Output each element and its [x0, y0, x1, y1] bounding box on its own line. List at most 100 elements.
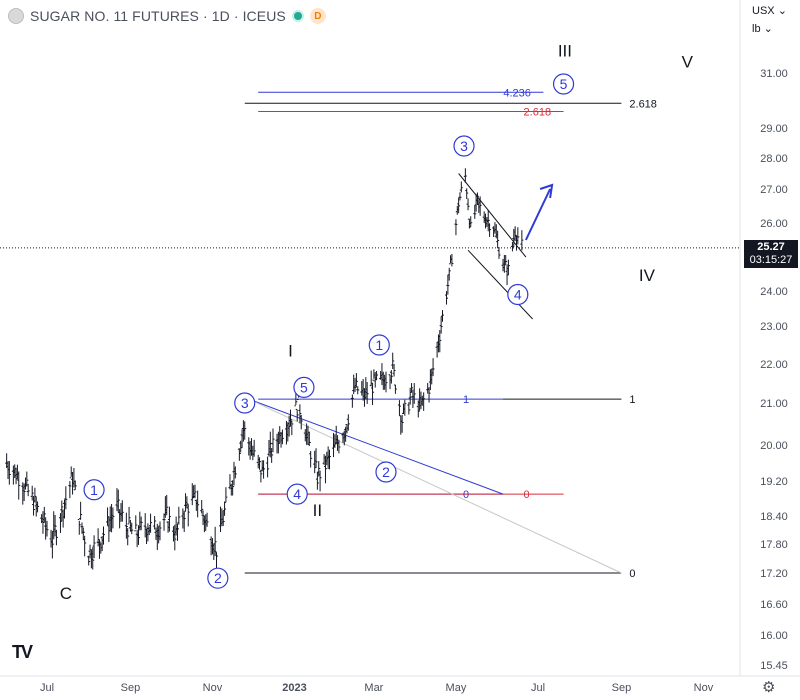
wave-label-circle[interactable] — [368, 334, 390, 356]
delayed-badge[interactable]: D — [309, 8, 326, 24]
unit-selector[interactable]: lb ⌄ — [752, 22, 773, 35]
price-bar[interactable] — [473, 204, 477, 219]
price-bar[interactable] — [252, 439, 256, 457]
price-bar[interactable] — [96, 528, 100, 547]
price-bar[interactable] — [475, 192, 479, 205]
wave-label-circle[interactable] — [375, 461, 397, 483]
price-bar[interactable] — [64, 486, 68, 510]
wave-label-circle[interactable] — [507, 283, 529, 306]
price-bar[interactable] — [73, 480, 77, 491]
price-bar[interactable] — [422, 392, 426, 411]
price-bar[interactable] — [165, 494, 169, 516]
price-bar[interactable] — [30, 485, 34, 501]
wave-label-circle[interactable] — [552, 73, 575, 95]
price-bar[interactable] — [516, 227, 520, 245]
price-bar[interactable] — [17, 471, 21, 500]
price-bar[interactable] — [33, 487, 37, 503]
price-bar[interactable] — [182, 510, 186, 532]
price-bar[interactable] — [486, 209, 490, 232]
price-bar[interactable] — [25, 471, 29, 487]
price-bar[interactable] — [53, 515, 57, 537]
price-bar[interactable] — [412, 383, 416, 404]
price-bar[interactable] — [77, 519, 81, 535]
price-bar[interactable] — [270, 447, 274, 463]
price-bar[interactable] — [101, 526, 105, 545]
price-bar[interactable] — [139, 516, 143, 531]
price-bar[interactable] — [92, 535, 96, 559]
price-bar[interactable] — [323, 455, 327, 484]
price-bar[interactable] — [134, 515, 138, 532]
channel-lower-line[interactable] — [467, 249, 533, 320]
price-bar[interactable] — [193, 484, 197, 499]
price-bar[interactable] — [478, 196, 482, 216]
price-bar[interactable] — [266, 456, 270, 478]
price-bar[interactable] — [400, 414, 404, 433]
price-bar[interactable] — [224, 487, 228, 503]
price-bar[interactable] — [389, 370, 393, 384]
price-bar[interactable] — [307, 431, 311, 447]
price-bar[interactable] — [262, 460, 266, 479]
price-bar[interactable] — [391, 352, 395, 370]
wave-label-circle[interactable] — [453, 135, 475, 157]
trendline[interactable] — [248, 398, 504, 495]
price-bar[interactable] — [353, 378, 357, 392]
price-bar[interactable] — [237, 448, 241, 461]
price-bar[interactable] — [149, 513, 153, 533]
price-bar[interactable] — [42, 506, 46, 523]
price-bar[interactable] — [465, 188, 469, 199]
price-bar[interactable] — [36, 501, 40, 513]
price-bar[interactable] — [259, 470, 263, 483]
price-bar[interactable] — [346, 414, 350, 431]
gear-icon[interactable]: ⚙ — [762, 679, 776, 696]
wave-label-circle[interactable] — [234, 392, 256, 414]
price-bar[interactable] — [233, 466, 237, 479]
projection-arrow[interactable] — [524, 188, 552, 241]
price-bar[interactable] — [314, 448, 318, 469]
price-bar[interactable] — [392, 363, 396, 377]
price-bar[interactable] — [458, 192, 462, 201]
price-bar[interactable] — [496, 230, 500, 249]
price-bar[interactable] — [276, 431, 280, 454]
price-bar[interactable] — [445, 291, 449, 305]
price-bar[interactable] — [298, 404, 302, 424]
price-bar[interactable] — [173, 524, 177, 551]
wave-label-circle[interactable] — [207, 567, 229, 589]
price-bar[interactable] — [309, 451, 313, 468]
price-bar[interactable] — [384, 371, 388, 393]
price-bar[interactable] — [130, 522, 134, 535]
price-bar[interactable] — [58, 513, 62, 534]
price-bar[interactable] — [299, 414, 303, 430]
price-bar[interactable] — [290, 419, 294, 436]
price-bar[interactable] — [127, 506, 131, 525]
wave-label-circle[interactable] — [293, 376, 315, 398]
price-bar[interactable] — [167, 506, 171, 532]
price-bar[interactable] — [318, 470, 322, 492]
price-bar[interactable] — [431, 358, 435, 377]
price-bar[interactable] — [116, 489, 120, 513]
price-bar[interactable] — [175, 523, 179, 541]
price-bar[interactable] — [454, 219, 458, 236]
price-bar[interactable] — [205, 512, 209, 527]
wave-label-circle[interactable] — [286, 483, 308, 505]
price-bar[interactable] — [463, 168, 467, 183]
price-bar[interactable] — [200, 499, 204, 514]
price-bar[interactable] — [466, 198, 470, 211]
price-bar[interactable] — [50, 531, 54, 559]
price-bar[interactable] — [446, 274, 450, 295]
price-bar[interactable] — [214, 551, 218, 571]
price-bar[interactable] — [68, 481, 72, 499]
wave-label-circle[interactable] — [83, 479, 105, 501]
price-bar[interactable] — [177, 506, 181, 525]
price-bar[interactable] — [365, 382, 369, 404]
price-bar[interactable] — [83, 535, 87, 557]
price-bar[interactable] — [258, 457, 262, 470]
price-bar[interactable] — [427, 387, 431, 403]
price-bar[interactable] — [79, 501, 83, 520]
price-bar[interactable] — [231, 480, 235, 496]
price-bar[interactable] — [440, 310, 444, 322]
channel-upper-line[interactable] — [458, 173, 527, 258]
price-bar[interactable] — [32, 495, 36, 516]
price-bar[interactable] — [438, 330, 442, 353]
price-bar[interactable] — [201, 510, 205, 525]
